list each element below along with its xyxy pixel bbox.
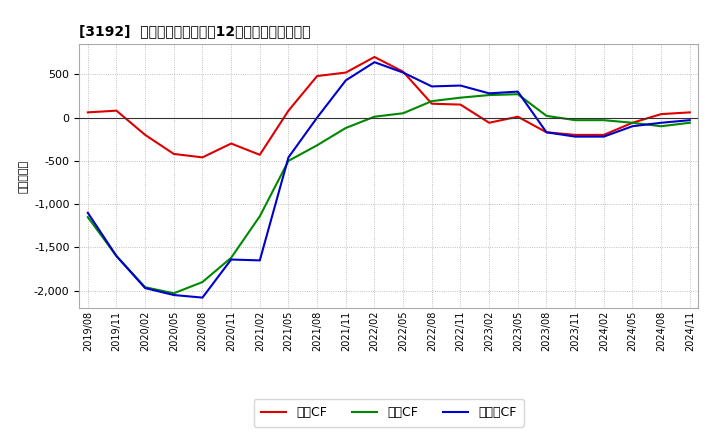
投資CF <box>84 214 92 220</box>
営業CF <box>685 110 694 115</box>
営業CF <box>428 101 436 106</box>
投資CF <box>513 92 522 97</box>
営業CF <box>571 132 580 138</box>
営業CF <box>341 70 350 75</box>
投資CF <box>169 291 178 296</box>
営業CF <box>456 102 465 107</box>
投資CF <box>485 92 493 98</box>
営業CF <box>628 120 636 125</box>
フリーCF <box>399 70 408 75</box>
Line: 営業CF: 営業CF <box>88 57 690 158</box>
フリーCF <box>628 124 636 129</box>
営業CF <box>399 69 408 74</box>
フリーCF <box>370 59 379 65</box>
Line: フリーCF: フリーCF <box>88 62 690 297</box>
フリーCF <box>485 91 493 96</box>
Legend: 営業CF, 投資CF, フリーCF: 営業CF, 投資CF, フリーCF <box>253 399 524 427</box>
投資CF <box>657 124 665 129</box>
営業CF <box>169 151 178 157</box>
投資CF <box>628 120 636 125</box>
投資CF <box>600 117 608 123</box>
フリーCF <box>685 117 694 123</box>
営業CF <box>227 141 235 146</box>
フリーCF <box>428 84 436 89</box>
投資CF <box>428 99 436 104</box>
営業CF <box>513 114 522 119</box>
営業CF <box>198 155 207 160</box>
Line: 投資CF: 投資CF <box>88 94 690 293</box>
投資CF <box>141 285 150 290</box>
Text: [3192]  キャッシュフローの12か月移動合計の推移: [3192] キャッシュフローの12か月移動合計の推移 <box>79 25 311 39</box>
投資CF <box>198 279 207 285</box>
投資CF <box>256 213 264 219</box>
フリーCF <box>542 130 551 135</box>
フリーCF <box>312 115 321 120</box>
投資CF <box>685 120 694 125</box>
営業CF <box>600 132 608 138</box>
Y-axis label: （百万円）: （百万円） <box>18 159 28 193</box>
営業CF <box>284 108 293 113</box>
投資CF <box>341 125 350 131</box>
フリーCF <box>169 292 178 297</box>
投資CF <box>312 143 321 148</box>
フリーCF <box>341 78 350 83</box>
投資CF <box>399 110 408 116</box>
フリーCF <box>657 120 665 125</box>
フリーCF <box>227 257 235 262</box>
営業CF <box>256 152 264 158</box>
営業CF <box>141 132 150 138</box>
投資CF <box>370 114 379 119</box>
フリーCF <box>571 134 580 139</box>
フリーCF <box>256 258 264 263</box>
営業CF <box>112 108 121 113</box>
フリーCF <box>600 134 608 139</box>
投資CF <box>227 255 235 260</box>
フリーCF <box>284 155 293 160</box>
フリーCF <box>456 83 465 88</box>
営業CF <box>370 55 379 60</box>
フリーCF <box>141 286 150 291</box>
投資CF <box>571 117 580 123</box>
投資CF <box>542 113 551 118</box>
投資CF <box>284 158 293 164</box>
営業CF <box>542 130 551 135</box>
営業CF <box>84 110 92 115</box>
フリーCF <box>84 210 92 216</box>
営業CF <box>312 73 321 79</box>
営業CF <box>657 111 665 117</box>
フリーCF <box>112 253 121 259</box>
投資CF <box>112 253 121 259</box>
フリーCF <box>198 295 207 300</box>
営業CF <box>485 120 493 125</box>
フリーCF <box>513 89 522 94</box>
投資CF <box>456 95 465 100</box>
